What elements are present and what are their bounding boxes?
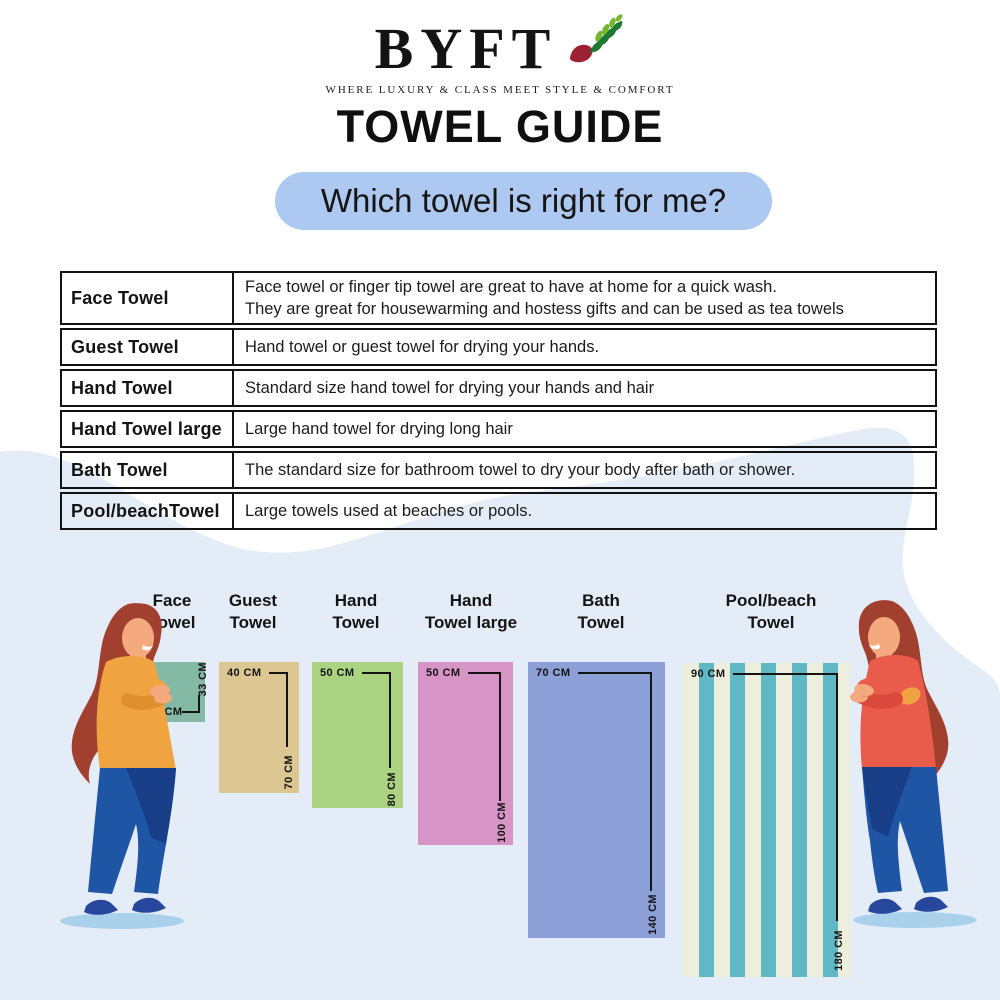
towel-guide-table: Face Towel Face towel or finger tip towe…: [60, 271, 937, 530]
description-line: Standard size hand towel for drying your…: [245, 378, 655, 397]
table-row: Face Towel Face towel or finger tip towe…: [60, 271, 937, 325]
hand-towel-swatch: 50 CM 80 CM: [312, 662, 403, 808]
height-measure-line: [836, 673, 838, 921]
height-measurement: 70 CM: [283, 754, 295, 789]
row-description: Standard size hand towel for drying your…: [234, 371, 935, 405]
width-measurement: 70 CM: [536, 667, 571, 679]
description-line: Hand towel or guest towel for drying you…: [245, 337, 600, 356]
brand-tagline: WHERE LUXURY & CLASS MEET STYLE & COMFOR…: [325, 84, 675, 96]
row-description: Large towels used at beaches or pools.: [234, 494, 935, 528]
width-measurement: 50 CM: [426, 667, 461, 679]
width-measurement: 90 CM: [691, 668, 726, 680]
brand-name: BYFT: [374, 16, 558, 81]
row-label: Guest Towel: [62, 330, 234, 364]
width-measure-line: [362, 672, 391, 674]
height-measure-line: [286, 672, 288, 747]
width-measurement: 40 CM: [227, 667, 262, 679]
description-line: They are great for housewarming and host…: [245, 300, 844, 318]
size-label-hand-towel-large: Hand Towel large: [424, 591, 518, 633]
description-line: The standard size for bathroom towel to …: [245, 460, 796, 479]
row-description: Face towel or finger tip towel are great…: [234, 273, 935, 323]
height-measure-line: [198, 695, 200, 713]
table-row: Guest Towel Hand towel or guest towel fo…: [60, 328, 937, 366]
pool-beach-towel-swatch: 90 CM 180 CM: [683, 663, 850, 977]
size-label-guest-towel: Guest Towel: [228, 591, 278, 633]
page-title: TOWEL GUIDE: [336, 101, 664, 152]
brand-logo: BYFT: [0, 14, 1000, 81]
bath-towel-swatch: 70 CM 140 CM: [528, 662, 665, 938]
table-row: Hand Towel large Large hand towel for dr…: [60, 410, 937, 448]
leaf-branch-icon: [570, 14, 624, 63]
row-label: Face Towel: [62, 273, 234, 323]
table-row: Bath Towel The standard size for bathroo…: [60, 451, 937, 489]
hand-towel-large-swatch: 50 CM 100 CM: [418, 662, 513, 845]
width-measure-line: [733, 673, 838, 675]
description-line: Large hand towel for drying long hair: [245, 419, 513, 438]
width-measure-line: [182, 711, 200, 713]
woman-illustration-left: [60, 603, 184, 929]
row-label: Hand Towel: [62, 371, 234, 405]
row-label: Hand Towel large: [62, 412, 234, 446]
question-banner: Which towel is right for me?: [275, 172, 772, 230]
description-line: Large towels used at beaches or pools.: [245, 501, 533, 520]
row-description: The standard size for bathroom towel to …: [234, 453, 935, 487]
size-label-pool-beach-towel: Pool/beach Towel: [725, 591, 817, 633]
table-row: Hand Towel Standard size hand towel for …: [60, 369, 937, 407]
row-label: Pool/beachTowel: [62, 494, 234, 528]
guest-towel-swatch: 40 CM 70 CM: [219, 662, 299, 793]
row-description: Large hand towel for drying long hair: [234, 412, 935, 446]
size-label-hand-towel: Hand Towel: [332, 591, 380, 633]
height-measure-line: [499, 672, 501, 801]
height-measurement: 100 CM: [496, 802, 508, 843]
height-measure-line: [389, 672, 391, 768]
width-measurement: 50 CM: [320, 667, 355, 679]
row-label: Bath Towel: [62, 453, 234, 487]
width-measure-line: [578, 672, 652, 674]
woman-illustration-right: [850, 600, 977, 928]
height-measure-line: [650, 672, 652, 891]
height-measurement: 80 CM: [386, 771, 398, 806]
table-row: Pool/beachTowel Large towels used at bea…: [60, 492, 937, 530]
description-line: Face towel or finger tip towel are great…: [245, 277, 777, 296]
size-label-bath-towel: Bath Towel: [577, 591, 625, 633]
height-measurement: 140 CM: [647, 894, 659, 935]
width-measure-line: [468, 672, 501, 674]
row-description: Hand towel or guest towel for drying you…: [234, 330, 935, 364]
width-measure-line: [269, 672, 288, 674]
